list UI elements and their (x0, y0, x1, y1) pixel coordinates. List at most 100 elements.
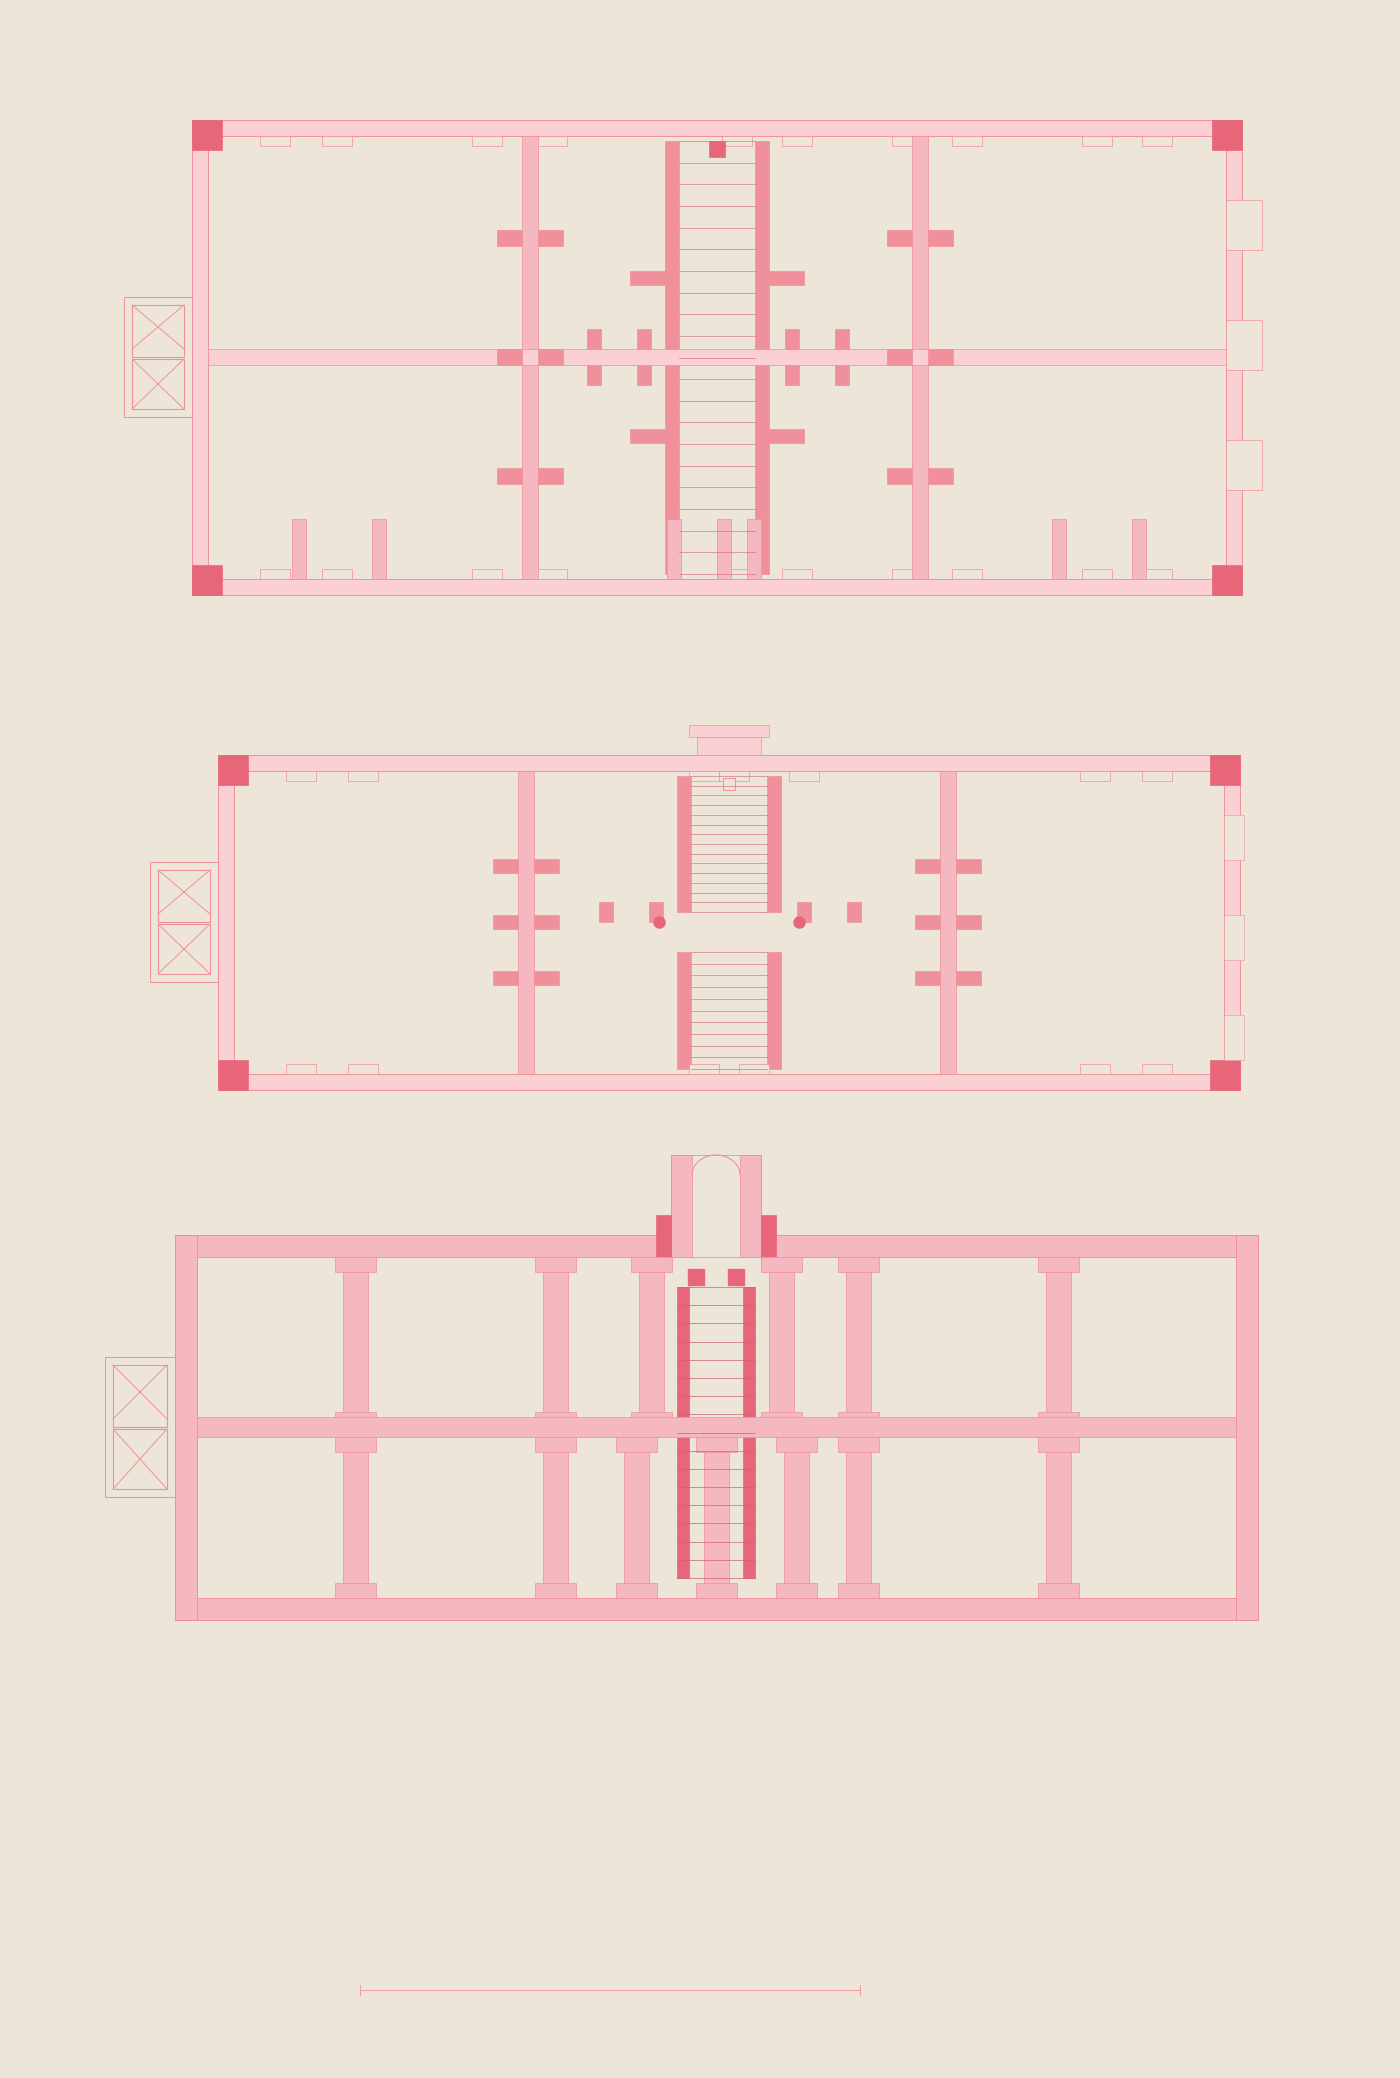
Bar (533, 970, 559, 985)
Bar (689, 771, 720, 781)
Bar (1142, 135, 1172, 145)
Bar (767, 775, 781, 912)
Bar (175, 1234, 197, 1621)
Bar (132, 305, 183, 357)
Bar (1046, 1438, 1071, 1598)
Bar (260, 135, 290, 145)
Bar (846, 1438, 871, 1598)
Bar (1037, 1438, 1079, 1453)
Bar (769, 1257, 794, 1428)
Bar (599, 902, 613, 923)
Bar (535, 1257, 575, 1272)
Bar (218, 754, 248, 785)
Bar (218, 754, 1240, 771)
Bar (1224, 1014, 1245, 1060)
Bar (1082, 135, 1112, 145)
Bar (218, 1060, 248, 1091)
Bar (1142, 1064, 1172, 1074)
Bar (1142, 569, 1172, 580)
Bar (335, 1438, 377, 1453)
Bar (1224, 914, 1245, 960)
Bar (762, 1216, 776, 1266)
Bar (631, 1411, 672, 1428)
Bar (762, 1411, 802, 1428)
Bar (587, 366, 601, 384)
Bar (1226, 441, 1261, 490)
Bar (748, 520, 762, 580)
Bar (769, 428, 804, 443)
Bar (1037, 1257, 1079, 1272)
Bar (1210, 1060, 1240, 1091)
Bar (132, 359, 183, 409)
Bar (1051, 520, 1065, 580)
Bar (1226, 320, 1261, 370)
Bar (343, 1438, 368, 1598)
Bar (666, 520, 680, 580)
Bar (150, 862, 218, 983)
Bar (497, 231, 522, 245)
Bar (846, 1257, 871, 1428)
Bar (322, 135, 351, 145)
Bar (535, 1438, 575, 1453)
Bar (192, 121, 1242, 135)
Bar (1082, 569, 1112, 580)
Bar (665, 141, 679, 574)
Bar (678, 952, 692, 1068)
Bar (209, 349, 1226, 366)
Bar (704, 1438, 729, 1598)
Bar (349, 1064, 378, 1074)
Bar (916, 914, 939, 929)
Bar (678, 1286, 689, 1577)
Bar (1079, 1064, 1110, 1074)
Bar (631, 1257, 672, 1272)
Bar (678, 775, 692, 912)
Bar (1142, 771, 1172, 781)
Bar (776, 1438, 818, 1453)
Bar (783, 135, 812, 145)
Bar (335, 1583, 377, 1598)
Bar (697, 738, 762, 754)
Bar (192, 580, 1242, 594)
Bar (538, 349, 563, 366)
Bar (892, 135, 923, 145)
Bar (493, 858, 518, 873)
Bar (847, 902, 861, 923)
Bar (113, 1365, 167, 1428)
Bar (657, 1216, 671, 1266)
Bar (739, 1064, 769, 1074)
Bar (696, 1438, 736, 1453)
Bar (343, 1257, 368, 1428)
Bar (535, 1411, 575, 1428)
Bar (1212, 121, 1242, 150)
Bar (472, 569, 503, 580)
Bar (493, 970, 518, 985)
Bar (113, 1430, 167, 1490)
Bar (335, 1257, 377, 1272)
Bar (839, 1257, 879, 1272)
Bar (785, 366, 799, 384)
Bar (956, 858, 981, 873)
Bar (1212, 565, 1242, 594)
Bar (671, 1155, 762, 1257)
Bar (839, 1411, 879, 1428)
Bar (518, 771, 533, 1074)
Bar (1236, 1234, 1259, 1621)
Bar (689, 725, 769, 738)
Bar (192, 565, 223, 594)
Bar (769, 270, 804, 285)
Bar (689, 1064, 720, 1074)
Bar (218, 754, 234, 1091)
Bar (286, 1064, 316, 1074)
Bar (892, 569, 923, 580)
Bar (533, 858, 559, 873)
Bar (1037, 1411, 1079, 1428)
Bar (538, 135, 567, 145)
Bar (293, 520, 307, 580)
Bar (1226, 121, 1242, 594)
Bar (888, 468, 911, 484)
Bar (888, 349, 911, 366)
Bar (218, 1074, 1240, 1091)
Bar (952, 569, 981, 580)
Bar (538, 468, 563, 484)
Bar (839, 1438, 879, 1453)
